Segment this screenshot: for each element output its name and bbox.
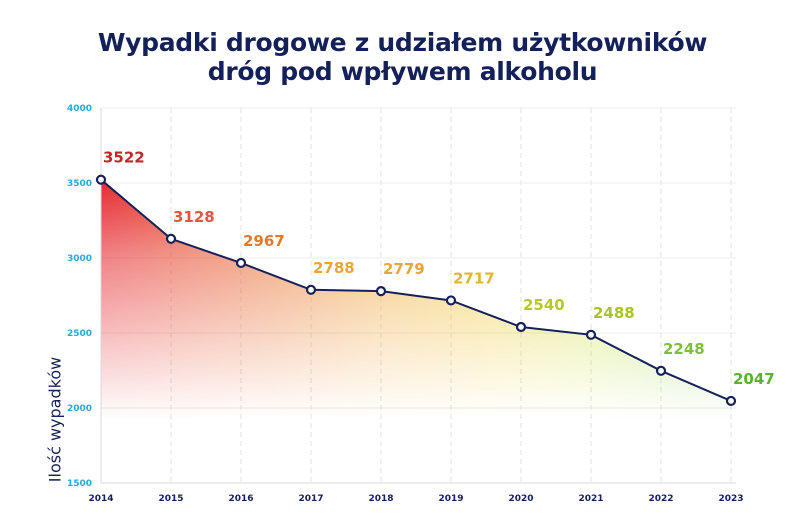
x-tick-label: 2022 [648,494,673,504]
y-tick-label: 3500 [67,179,92,189]
x-tick-label: 2014 [88,494,113,504]
x-tick-label: 2016 [228,494,253,504]
data-label: 2047 [733,370,775,388]
data-point [305,284,317,295]
data-label: 2717 [453,269,495,287]
y-tick-label: 1500 [67,479,92,489]
data-point [655,365,667,376]
series-line [100,178,732,402]
data-point [375,286,387,297]
data-label: 3128 [173,208,215,226]
x-tick-label: 2019 [438,494,463,504]
data-label: 2967 [243,232,285,250]
y-tick-label: 3000 [67,254,92,264]
data-label: 2248 [663,340,705,358]
chart-title: Wypadki drogowe z udziałem użytkowników … [0,28,805,86]
x-tick-label: 2015 [158,494,183,504]
data-point [585,329,597,340]
data-point [235,257,247,269]
x-tick-label: 2023 [718,494,743,504]
data-label: 2540 [523,296,565,314]
y-tick-label: 4000 [67,104,92,114]
data-point [95,174,107,185]
y-tick-label: 2500 [67,329,92,339]
x-tick-label: 2021 [578,494,603,504]
x-tick-label: 2020 [508,494,533,504]
x-tick-label: 2018 [368,494,393,504]
data-label: 2788 [313,259,355,277]
data-label: 3522 [103,149,145,167]
area-fill [101,179,731,483]
data-point [165,233,177,244]
data-point [725,395,737,407]
data-point [445,295,457,306]
title-line-2: dróg pod wpływem alkoholu [207,57,598,86]
data-point [515,321,527,333]
data-label: 2779 [383,260,425,278]
title-line-1: Wypadki drogowe z udziałem użytkowników [97,28,708,57]
y-tick-label: 2000 [67,404,92,414]
data-label: 2488 [593,304,635,322]
x-tick-label: 2017 [298,494,323,504]
